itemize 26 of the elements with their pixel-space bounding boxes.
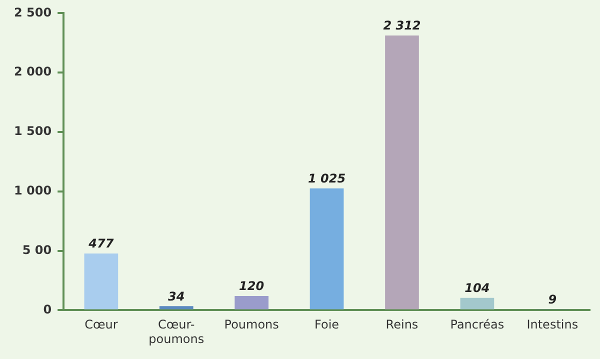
bar (234, 296, 269, 310)
data-label: 34 (168, 289, 185, 304)
bar (310, 188, 344, 310)
y-tick-label: 2 500 (14, 5, 52, 20)
x-tick-label: Cœur-poumons (148, 318, 204, 346)
x-tick-label: Intestins (526, 318, 578, 332)
y-tick-label: 1 500 (14, 124, 52, 138)
data-label: 104 (464, 280, 490, 295)
y-tick-label: 0 (43, 302, 52, 316)
bar (460, 298, 494, 310)
data-label: 9 (548, 292, 557, 306)
bar (84, 254, 118, 310)
x-tick-label: Poumons (224, 318, 279, 332)
y-tick-label: 1 000 (14, 184, 52, 198)
y-tick-label: 5 00 (22, 242, 52, 257)
x-tick-label: Cœur (84, 318, 118, 332)
x-tick-label: Foie (314, 318, 340, 332)
x-tick-label: Pancréas (450, 318, 504, 332)
x-tick-label: Reins (386, 318, 418, 332)
data-label: 1 025 (308, 172, 346, 186)
data-label: 120 (239, 279, 264, 294)
data-label: 477 (88, 236, 114, 251)
data-label: 2 312 (383, 18, 421, 33)
y-tick-label: 2 000 (14, 64, 52, 79)
bar (385, 36, 419, 310)
bar (159, 306, 194, 310)
